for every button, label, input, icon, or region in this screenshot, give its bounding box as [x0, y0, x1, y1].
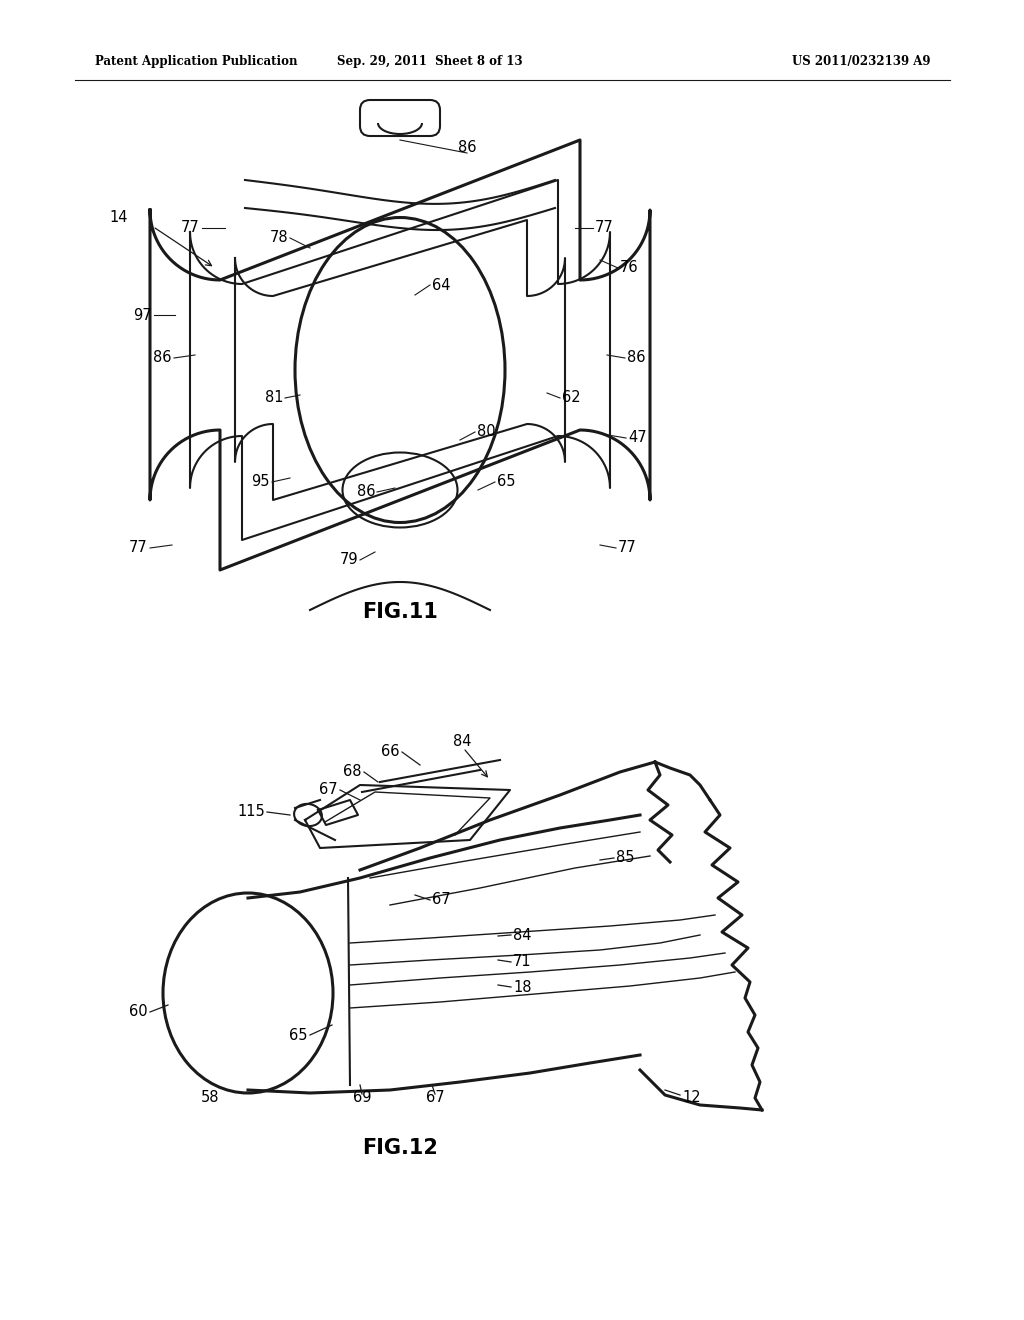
Text: 68: 68 [343, 764, 362, 780]
Text: 78: 78 [269, 231, 288, 246]
Text: 84: 84 [513, 928, 531, 942]
Text: 86: 86 [154, 351, 172, 366]
Text: 77: 77 [618, 540, 637, 556]
Text: US 2011/0232139 A9: US 2011/0232139 A9 [792, 55, 930, 69]
Text: 79: 79 [339, 553, 358, 568]
Text: 97: 97 [133, 308, 152, 322]
Text: 80: 80 [477, 425, 496, 440]
Text: Patent Application Publication: Patent Application Publication [95, 55, 298, 69]
Text: 47: 47 [628, 430, 646, 446]
Text: 85: 85 [616, 850, 635, 866]
Text: 67: 67 [432, 892, 451, 908]
Text: 77: 77 [181, 220, 200, 235]
Text: 64: 64 [432, 277, 451, 293]
Text: 67: 67 [426, 1090, 444, 1106]
Text: 18: 18 [513, 979, 531, 994]
Text: 58: 58 [201, 1090, 219, 1106]
Text: 67: 67 [319, 783, 338, 797]
Text: 86: 86 [356, 484, 375, 499]
Text: 14: 14 [110, 210, 128, 226]
Text: FIG.12: FIG.12 [362, 1138, 438, 1158]
Text: 60: 60 [129, 1005, 148, 1019]
Text: 77: 77 [129, 540, 148, 556]
Text: 115: 115 [238, 804, 265, 820]
Text: 69: 69 [352, 1090, 372, 1106]
Text: 84: 84 [453, 734, 471, 750]
Text: 65: 65 [290, 1027, 308, 1043]
Text: 12: 12 [682, 1090, 700, 1106]
Text: 95: 95 [252, 474, 270, 490]
Text: 62: 62 [562, 391, 581, 405]
Text: 86: 86 [627, 351, 645, 366]
Text: FIG.11: FIG.11 [362, 602, 438, 622]
Text: 66: 66 [382, 744, 400, 759]
Text: 86: 86 [458, 140, 476, 156]
Text: Sep. 29, 2011  Sheet 8 of 13: Sep. 29, 2011 Sheet 8 of 13 [337, 55, 523, 69]
Text: 71: 71 [513, 954, 531, 969]
Text: 76: 76 [620, 260, 639, 276]
Text: 77: 77 [595, 220, 613, 235]
Text: 81: 81 [264, 391, 283, 405]
Text: 65: 65 [497, 474, 515, 490]
